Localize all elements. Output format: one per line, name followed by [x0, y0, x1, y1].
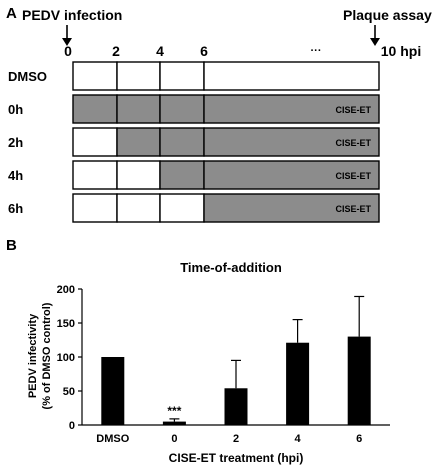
panel-a-label: A — [6, 5, 17, 22]
drug-label: CISE-ET — [335, 171, 371, 181]
drug-label: CISE-ET — [335, 204, 371, 214]
row-label-6h: 6h — [8, 201, 23, 216]
timeline-segment — [159, 193, 205, 223]
x-tick-label: DMSO — [96, 433, 129, 445]
timeline-segment — [203, 127, 380, 157]
bar-dmso — [101, 357, 125, 425]
infection-arrow — [62, 25, 72, 46]
timeline-segment — [159, 94, 205, 124]
time-tick-0: 0 — [64, 43, 72, 59]
timeline-segment — [116, 160, 161, 190]
y-axis-label-line-1: PEDV infectivity — [27, 313, 39, 398]
drug-label: CISE-ET — [335, 105, 371, 115]
timeline-segment — [159, 61, 205, 91]
timeline-segment — [159, 127, 205, 157]
drug-label: CISE-ET — [335, 138, 371, 148]
panel-b-label: B — [6, 237, 17, 254]
x-tick-label: 4 — [295, 433, 302, 445]
timeline-segment — [116, 193, 161, 223]
row-label-2h: 2h — [8, 135, 23, 150]
timeline-segment — [116, 61, 161, 91]
timeline-segment — [72, 193, 118, 223]
bar-6 — [347, 336, 371, 425]
timeline-segment — [159, 160, 205, 190]
plaque-arrow — [370, 25, 380, 46]
time-ellipsis: ··· — [311, 45, 322, 57]
timeline-segment — [72, 61, 118, 91]
y-tick-label: 150 — [57, 318, 75, 330]
timeline-segment — [116, 94, 161, 124]
plaque-assay-label: Plaque assay — [343, 7, 432, 23]
x-tick-label: 6 — [356, 433, 362, 445]
y-tick-label: 200 — [57, 284, 75, 296]
significance-annotation: *** — [167, 404, 181, 418]
x-tick-label: 0 — [171, 433, 177, 445]
x-axis-label: CISE-ET treatment (hpi) — [169, 451, 304, 465]
row-label-dmso: DMSO — [8, 69, 47, 84]
timeline-rows: DMSO 0h CISE-ET 2h CISE-ET 4h CISE-ET 6h CISE-ET — [8, 61, 380, 223]
infection-label: PEDV infection — [22, 7, 122, 23]
y-tick-label: 0 — [69, 420, 75, 432]
timeline-segment — [203, 94, 380, 124]
time-tick-4: 4 — [156, 43, 164, 59]
x-tick-label: 2 — [233, 433, 239, 445]
timeline-segment — [72, 160, 118, 190]
timeline-segment — [72, 127, 118, 157]
bar-0 — [162, 421, 186, 425]
bar-4 — [286, 342, 310, 425]
y-axis-label-line-2: (% of DMSO control) — [41, 302, 53, 409]
chart-title: Time-of-addition — [180, 260, 282, 275]
timeline-segment — [116, 127, 161, 157]
bar-2 — [224, 388, 248, 425]
timeline-segment — [72, 94, 118, 124]
time-tick-2: 2 — [112, 43, 120, 59]
bar-plot: 0 50 100 150 200 DMSO *** 0 2 4 6 — [57, 284, 390, 445]
time-axis-labels: 0 2 4 6 ··· 10 hpi — [64, 43, 421, 59]
y-axis-label: PEDV infectivity (% of DMSO control) — [27, 302, 53, 409]
row-label-4h: 4h — [8, 168, 23, 183]
time-tick-10: 10 hpi — [381, 43, 421, 59]
timeline-segment — [203, 193, 380, 223]
y-tick-label: 100 — [57, 352, 75, 364]
timeline-segment — [203, 61, 380, 91]
y-tick-label: 50 — [63, 386, 75, 398]
timeline-segment — [203, 160, 380, 190]
time-tick-6: 6 — [200, 43, 208, 59]
row-label-0h: 0h — [8, 102, 23, 117]
